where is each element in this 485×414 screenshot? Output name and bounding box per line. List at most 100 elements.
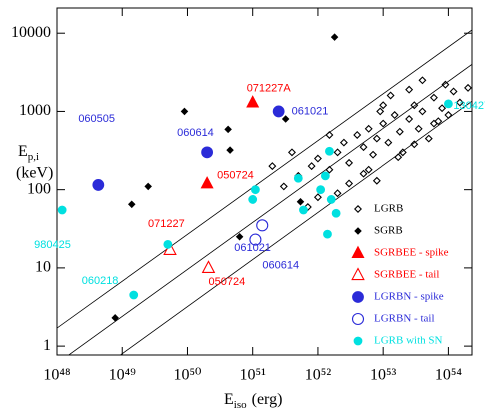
point-label: 130427A xyxy=(453,100,485,112)
point xyxy=(272,105,285,118)
series xyxy=(200,95,260,189)
legend-marker xyxy=(351,312,365,326)
x-tick-label: 10⁴⁸ xyxy=(43,367,70,384)
point xyxy=(384,138,393,147)
point xyxy=(379,101,388,110)
legend-label: SGRBEE - tail xyxy=(374,269,439,281)
legend-marker xyxy=(353,336,363,346)
point xyxy=(201,146,214,159)
point-label: 071227A xyxy=(247,82,292,94)
point xyxy=(313,193,322,202)
point xyxy=(429,119,438,128)
point xyxy=(444,111,453,119)
point xyxy=(353,131,362,139)
point xyxy=(279,182,288,191)
point xyxy=(418,76,427,85)
point xyxy=(418,107,427,116)
y-tick-label: 1 xyxy=(43,337,51,354)
point xyxy=(330,33,339,41)
x-axis-title-unit: (erg) xyxy=(252,391,283,408)
legend-label: LGRBN - spike xyxy=(374,291,444,303)
point xyxy=(92,179,105,191)
point xyxy=(287,148,296,157)
point xyxy=(376,107,385,116)
y-tick-label: 1000 xyxy=(19,102,51,119)
point xyxy=(333,148,342,157)
point xyxy=(414,124,423,133)
point xyxy=(333,189,342,198)
point xyxy=(444,99,453,109)
point xyxy=(379,119,388,128)
point xyxy=(424,134,433,143)
legend-label: SGRBEE - spike xyxy=(374,247,449,259)
x-tick-label: 10⁵⁰ xyxy=(173,367,201,384)
x-axis-title-sub: iso xyxy=(234,399,247,411)
point xyxy=(429,93,438,102)
point xyxy=(325,131,334,139)
series xyxy=(268,76,472,211)
point xyxy=(249,233,262,246)
point xyxy=(163,242,177,255)
point xyxy=(405,85,414,94)
point xyxy=(398,148,407,157)
point xyxy=(464,83,472,92)
point xyxy=(410,140,419,149)
point xyxy=(326,195,336,204)
point xyxy=(369,150,378,159)
point-label: 980425 xyxy=(34,239,71,251)
point xyxy=(410,101,419,110)
point xyxy=(293,173,303,183)
point xyxy=(246,95,260,108)
point xyxy=(372,134,381,143)
legend-marker xyxy=(351,245,365,258)
fit-line xyxy=(57,29,472,329)
y-axis-unit: (keV) xyxy=(16,165,53,182)
legend-marker xyxy=(351,267,365,281)
point xyxy=(144,182,152,191)
x-tick-label: 10⁵¹ xyxy=(240,367,267,384)
point xyxy=(251,185,260,195)
point xyxy=(299,205,308,215)
plot-frame xyxy=(56,7,473,356)
x-tick-label: 10⁵³ xyxy=(370,367,397,384)
series xyxy=(57,99,453,300)
point xyxy=(200,176,214,189)
point xyxy=(405,115,414,123)
fit-line xyxy=(119,100,472,355)
point xyxy=(345,179,354,188)
point xyxy=(325,146,334,156)
point xyxy=(339,138,348,147)
point xyxy=(323,229,332,239)
x-axis-title-main: E xyxy=(224,391,234,408)
x-tick-label: 10⁵² xyxy=(305,367,332,384)
legend-label: LGRB with SN xyxy=(374,335,443,347)
point-label: 060614 xyxy=(177,127,214,139)
point xyxy=(449,87,458,96)
point xyxy=(359,169,368,178)
point-label: 061021 xyxy=(292,105,329,117)
legend-label: SGRB xyxy=(374,225,403,237)
point xyxy=(224,125,232,134)
y-axis-title-main: E xyxy=(18,143,28,160)
point xyxy=(364,124,373,133)
series xyxy=(249,219,269,246)
point xyxy=(390,111,399,119)
point xyxy=(345,158,354,167)
point xyxy=(455,98,464,107)
points xyxy=(57,33,472,322)
x-tick-label: 10⁴⁹ xyxy=(109,367,137,384)
point-label: 060614 xyxy=(262,260,299,272)
point xyxy=(201,260,216,273)
x-axis-title: Eiso (erg) xyxy=(224,391,282,411)
point xyxy=(57,205,67,215)
fit-line xyxy=(68,64,472,355)
point xyxy=(163,239,173,249)
point xyxy=(441,80,450,89)
point xyxy=(129,290,139,300)
point xyxy=(226,146,234,154)
legend-marker xyxy=(352,291,364,303)
point xyxy=(331,208,341,218)
y-tick-label: 10 xyxy=(35,259,51,276)
legend-marker xyxy=(354,205,362,213)
